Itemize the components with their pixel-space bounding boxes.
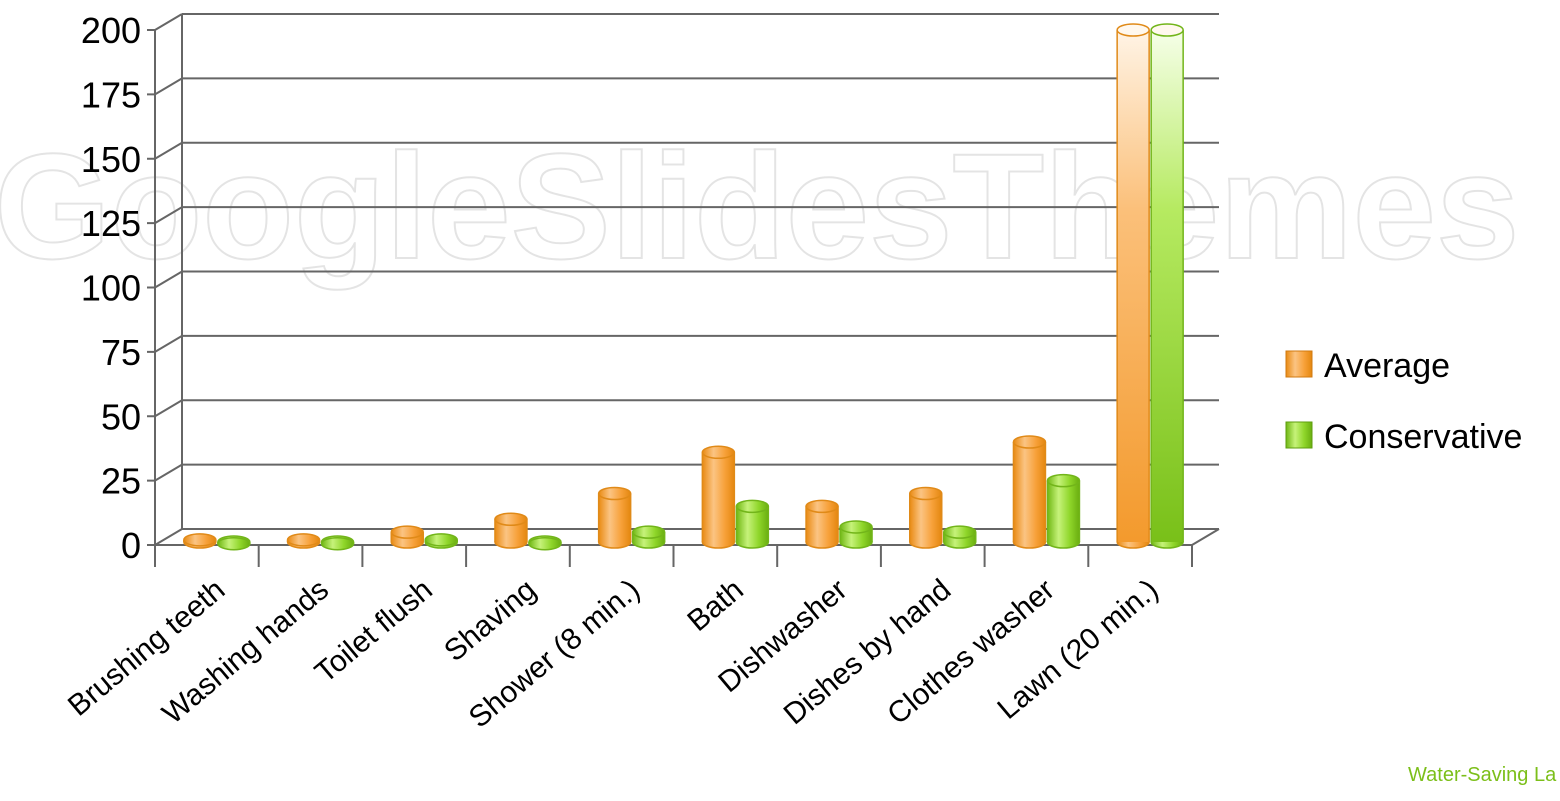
gridline-diagonal [154, 399, 183, 418]
bar-conservative [528, 535, 562, 551]
gridline-diagonal [154, 528, 183, 546]
bar-average [286, 533, 321, 549]
bar-average-top [701, 445, 736, 460]
bar-conservative-top [320, 536, 355, 551]
bar-conservative [320, 535, 355, 551]
y-tick-label: 150 [81, 139, 141, 180]
bar-average-top [597, 486, 632, 501]
y-tick-label: 50 [101, 396, 141, 437]
legend: Average Conservative [1285, 347, 1522, 456]
x-tick-label: Bath [681, 573, 749, 638]
legend-label-conservative: Conservative [1324, 418, 1522, 456]
gridline-diagonal [154, 270, 183, 289]
bar-conservative-body [1151, 30, 1184, 542]
legend-swatch-conservative [1285, 421, 1313, 449]
bar-conservative [1150, 23, 1184, 549]
y-tick-label: 100 [81, 268, 141, 309]
bar-conservative [943, 525, 977, 549]
bar-conservative-top [217, 536, 251, 551]
gridline-diagonal [154, 141, 183, 160]
bar-average [701, 445, 736, 549]
bar-conservative [839, 520, 873, 549]
watermark-text: GoogleSlidesThemes [0, 122, 1519, 290]
bar-conservative-top [1046, 473, 1081, 488]
bar-average-top [390, 525, 424, 539]
x-tick-label: Shower (8 min.) [463, 573, 646, 734]
gridline-diagonal [154, 77, 183, 96]
bar-average [183, 533, 217, 549]
bar-conservative-top [943, 525, 977, 539]
bar-average-body [702, 452, 735, 542]
bar-conservative-top [1150, 23, 1184, 37]
bar-conservative-top [839, 520, 873, 534]
gridline-diagonal [154, 13, 183, 31]
bar-average-body [598, 493, 631, 542]
bar-conservative [735, 499, 770, 549]
bar-average-body [909, 493, 942, 542]
bar-average-top [1012, 435, 1047, 449]
bar-average-top [183, 533, 217, 547]
bar-conservative [631, 525, 666, 549]
y-tick-label: 0 [121, 525, 141, 566]
bar-average [390, 525, 424, 549]
legend-label-average: Average [1324, 347, 1450, 385]
bar-conservative-top [528, 536, 562, 551]
footer-text: Water-Saving La [1408, 764, 1557, 786]
y-tick-label: 25 [101, 461, 141, 502]
bar-average-body [1013, 442, 1046, 542]
bar-conservative [1046, 473, 1081, 549]
bar-average [805, 499, 839, 549]
gridline-diagonal [154, 206, 183, 224]
bar-average-top [494, 512, 528, 526]
y-tick-label: 175 [81, 74, 141, 115]
bar-average-top [286, 533, 321, 547]
bar-conservative [217, 535, 251, 551]
y-tick-label: 75 [101, 332, 141, 373]
bar-conservative-body [1047, 480, 1080, 542]
bar-average [494, 512, 528, 549]
bar-average [597, 486, 632, 549]
y-tick-label: 125 [81, 203, 141, 244]
bar-conservative [424, 533, 458, 549]
bar-average [1116, 23, 1150, 549]
grid [154, 13, 1219, 546]
bar-average-top [805, 499, 839, 514]
bar-conservative-top [735, 499, 770, 514]
bars [183, 23, 1184, 551]
gridline-diagonal [154, 335, 183, 353]
floor-side-edge [1191, 528, 1220, 546]
bar-average [1012, 435, 1047, 549]
bar-average-top [909, 486, 943, 501]
bar-average-top [1116, 23, 1150, 37]
bar-average [909, 486, 943, 549]
bar-average-body [1117, 30, 1150, 542]
bar-conservative-top [631, 525, 666, 539]
legend-swatch-average [1285, 350, 1313, 378]
x-tick-label: Shaving [438, 573, 542, 668]
gridline-diagonal [154, 463, 183, 482]
y-tick-label: 200 [81, 10, 141, 51]
bar-conservative-top [424, 533, 458, 547]
